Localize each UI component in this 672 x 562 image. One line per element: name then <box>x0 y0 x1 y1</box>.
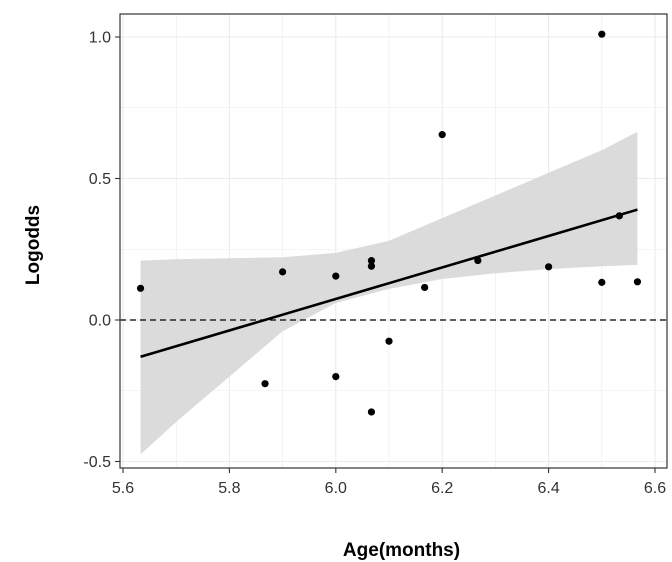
data-point <box>598 278 606 286</box>
fit-line <box>140 208 638 359</box>
data-point <box>385 337 393 345</box>
axes: 5.6 5.8 6.0 6.2 6.4 6.6 -0.5 0.0 0.5 1.0 <box>83 30 666 498</box>
data-point <box>545 263 553 271</box>
confidence-band-layer <box>140 131 638 455</box>
data-point <box>367 262 376 270</box>
panel-border <box>119 13 668 469</box>
y-axis-title: Logodds <box>23 205 44 285</box>
x-tick-label: 6.6 <box>644 480 666 497</box>
data-point <box>332 272 340 280</box>
points-layer <box>136 30 642 416</box>
data-point <box>633 278 642 286</box>
x-axis-title: Age(months) <box>343 540 460 561</box>
data-point <box>438 131 446 139</box>
x-tick-label: 5.6 <box>112 480 134 497</box>
data-point <box>615 212 623 220</box>
x-tick-label: 6.0 <box>325 480 347 497</box>
y-tick-label: 0.0 <box>89 313 111 330</box>
data-point <box>367 408 376 416</box>
data-point <box>136 284 145 292</box>
data-point <box>367 256 376 265</box>
y-tick-label: -0.5 <box>83 454 111 471</box>
x-tick-label: 5.8 <box>218 480 240 497</box>
data-point <box>261 380 269 388</box>
data-point <box>421 283 429 292</box>
data-point <box>598 30 606 38</box>
data-point <box>332 373 340 381</box>
data-point <box>474 256 482 265</box>
y-tick-label: 0.5 <box>89 171 111 188</box>
confidence-band <box>140 131 638 455</box>
data-point <box>279 268 287 276</box>
x-tick-label: 6.2 <box>431 480 453 497</box>
y-tick-label: 1.0 <box>89 30 111 47</box>
x-tick-label: 6.4 <box>537 480 559 497</box>
fit-line-layer <box>140 208 638 359</box>
